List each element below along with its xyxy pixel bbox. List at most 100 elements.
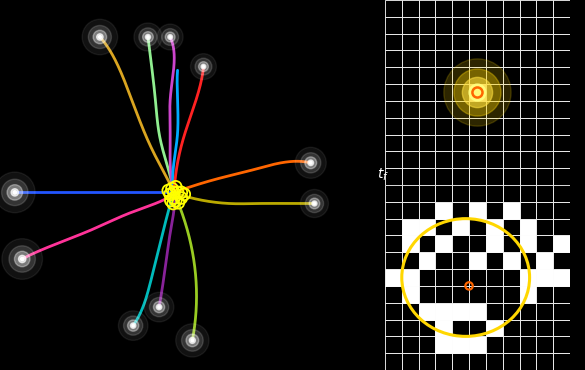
Bar	[536, 34, 553, 50]
Bar	[385, 168, 402, 185]
Bar	[402, 151, 419, 168]
Bar	[503, 219, 519, 235]
Bar	[402, 269, 419, 286]
Bar	[452, 50, 469, 67]
Bar	[486, 0, 503, 17]
Bar	[469, 235, 486, 252]
Bar	[536, 151, 553, 168]
Bar	[385, 303, 402, 320]
Bar	[486, 168, 503, 185]
Bar	[536, 235, 553, 252]
Bar	[435, 118, 452, 135]
Circle shape	[153, 302, 165, 313]
Circle shape	[181, 330, 203, 351]
Bar	[452, 67, 469, 84]
Bar	[503, 101, 519, 118]
Bar	[435, 336, 452, 353]
Bar	[402, 50, 419, 67]
Bar	[536, 219, 553, 235]
Bar	[553, 34, 570, 50]
Bar	[553, 336, 570, 353]
Bar	[536, 135, 553, 151]
Bar	[435, 17, 452, 34]
Bar	[385, 235, 402, 252]
Circle shape	[128, 320, 139, 331]
Bar	[469, 50, 486, 67]
Bar	[519, 84, 536, 101]
Circle shape	[123, 316, 143, 335]
Bar	[503, 17, 519, 34]
Circle shape	[300, 189, 329, 218]
Bar	[419, 252, 435, 269]
Bar	[419, 101, 435, 118]
Bar	[452, 101, 469, 118]
Bar	[385, 353, 402, 370]
Bar	[402, 303, 419, 320]
Bar	[519, 135, 536, 151]
Circle shape	[169, 36, 171, 38]
Bar	[452, 336, 469, 353]
Circle shape	[88, 26, 111, 48]
Circle shape	[195, 58, 212, 75]
Circle shape	[202, 65, 205, 68]
Bar	[486, 252, 503, 269]
Bar	[402, 202, 419, 219]
Bar	[519, 320, 536, 336]
Circle shape	[7, 185, 23, 200]
Bar	[503, 151, 519, 168]
Bar	[435, 235, 452, 252]
Bar	[469, 151, 486, 168]
Bar	[385, 286, 402, 303]
Bar	[419, 17, 435, 34]
Bar	[435, 286, 452, 303]
Bar	[385, 67, 402, 84]
Bar	[503, 303, 519, 320]
Circle shape	[11, 189, 19, 196]
Bar	[452, 185, 469, 202]
Bar	[435, 34, 452, 50]
Bar	[486, 118, 503, 135]
Bar	[385, 50, 402, 67]
Bar	[486, 269, 503, 286]
Bar	[469, 0, 486, 17]
Bar	[486, 34, 503, 50]
Bar	[402, 353, 419, 370]
Bar	[503, 336, 519, 353]
Bar	[469, 185, 486, 202]
Bar	[553, 168, 570, 185]
Circle shape	[2, 179, 28, 206]
Circle shape	[309, 162, 312, 164]
Bar	[435, 252, 452, 269]
Bar	[402, 286, 419, 303]
Circle shape	[2, 239, 43, 279]
Bar	[553, 67, 570, 84]
Bar	[536, 336, 553, 353]
Bar	[419, 286, 435, 303]
Bar	[402, 17, 419, 34]
Bar	[553, 219, 570, 235]
Bar	[469, 84, 486, 101]
Circle shape	[295, 147, 326, 178]
Bar	[402, 0, 419, 17]
Bar	[419, 185, 435, 202]
Bar	[503, 235, 519, 252]
Bar	[435, 202, 452, 219]
Bar	[402, 219, 419, 235]
Bar	[385, 185, 402, 202]
Bar	[536, 353, 553, 370]
Circle shape	[305, 157, 316, 169]
Bar	[419, 84, 435, 101]
Bar	[486, 185, 503, 202]
Bar	[519, 151, 536, 168]
Circle shape	[134, 23, 162, 51]
Bar	[553, 353, 570, 370]
Circle shape	[165, 32, 175, 42]
Bar	[452, 269, 469, 286]
Bar	[553, 84, 570, 101]
Bar	[536, 118, 553, 135]
Circle shape	[98, 36, 101, 38]
Bar	[553, 269, 570, 286]
Bar	[553, 50, 570, 67]
Bar	[419, 151, 435, 168]
Bar	[385, 202, 402, 219]
